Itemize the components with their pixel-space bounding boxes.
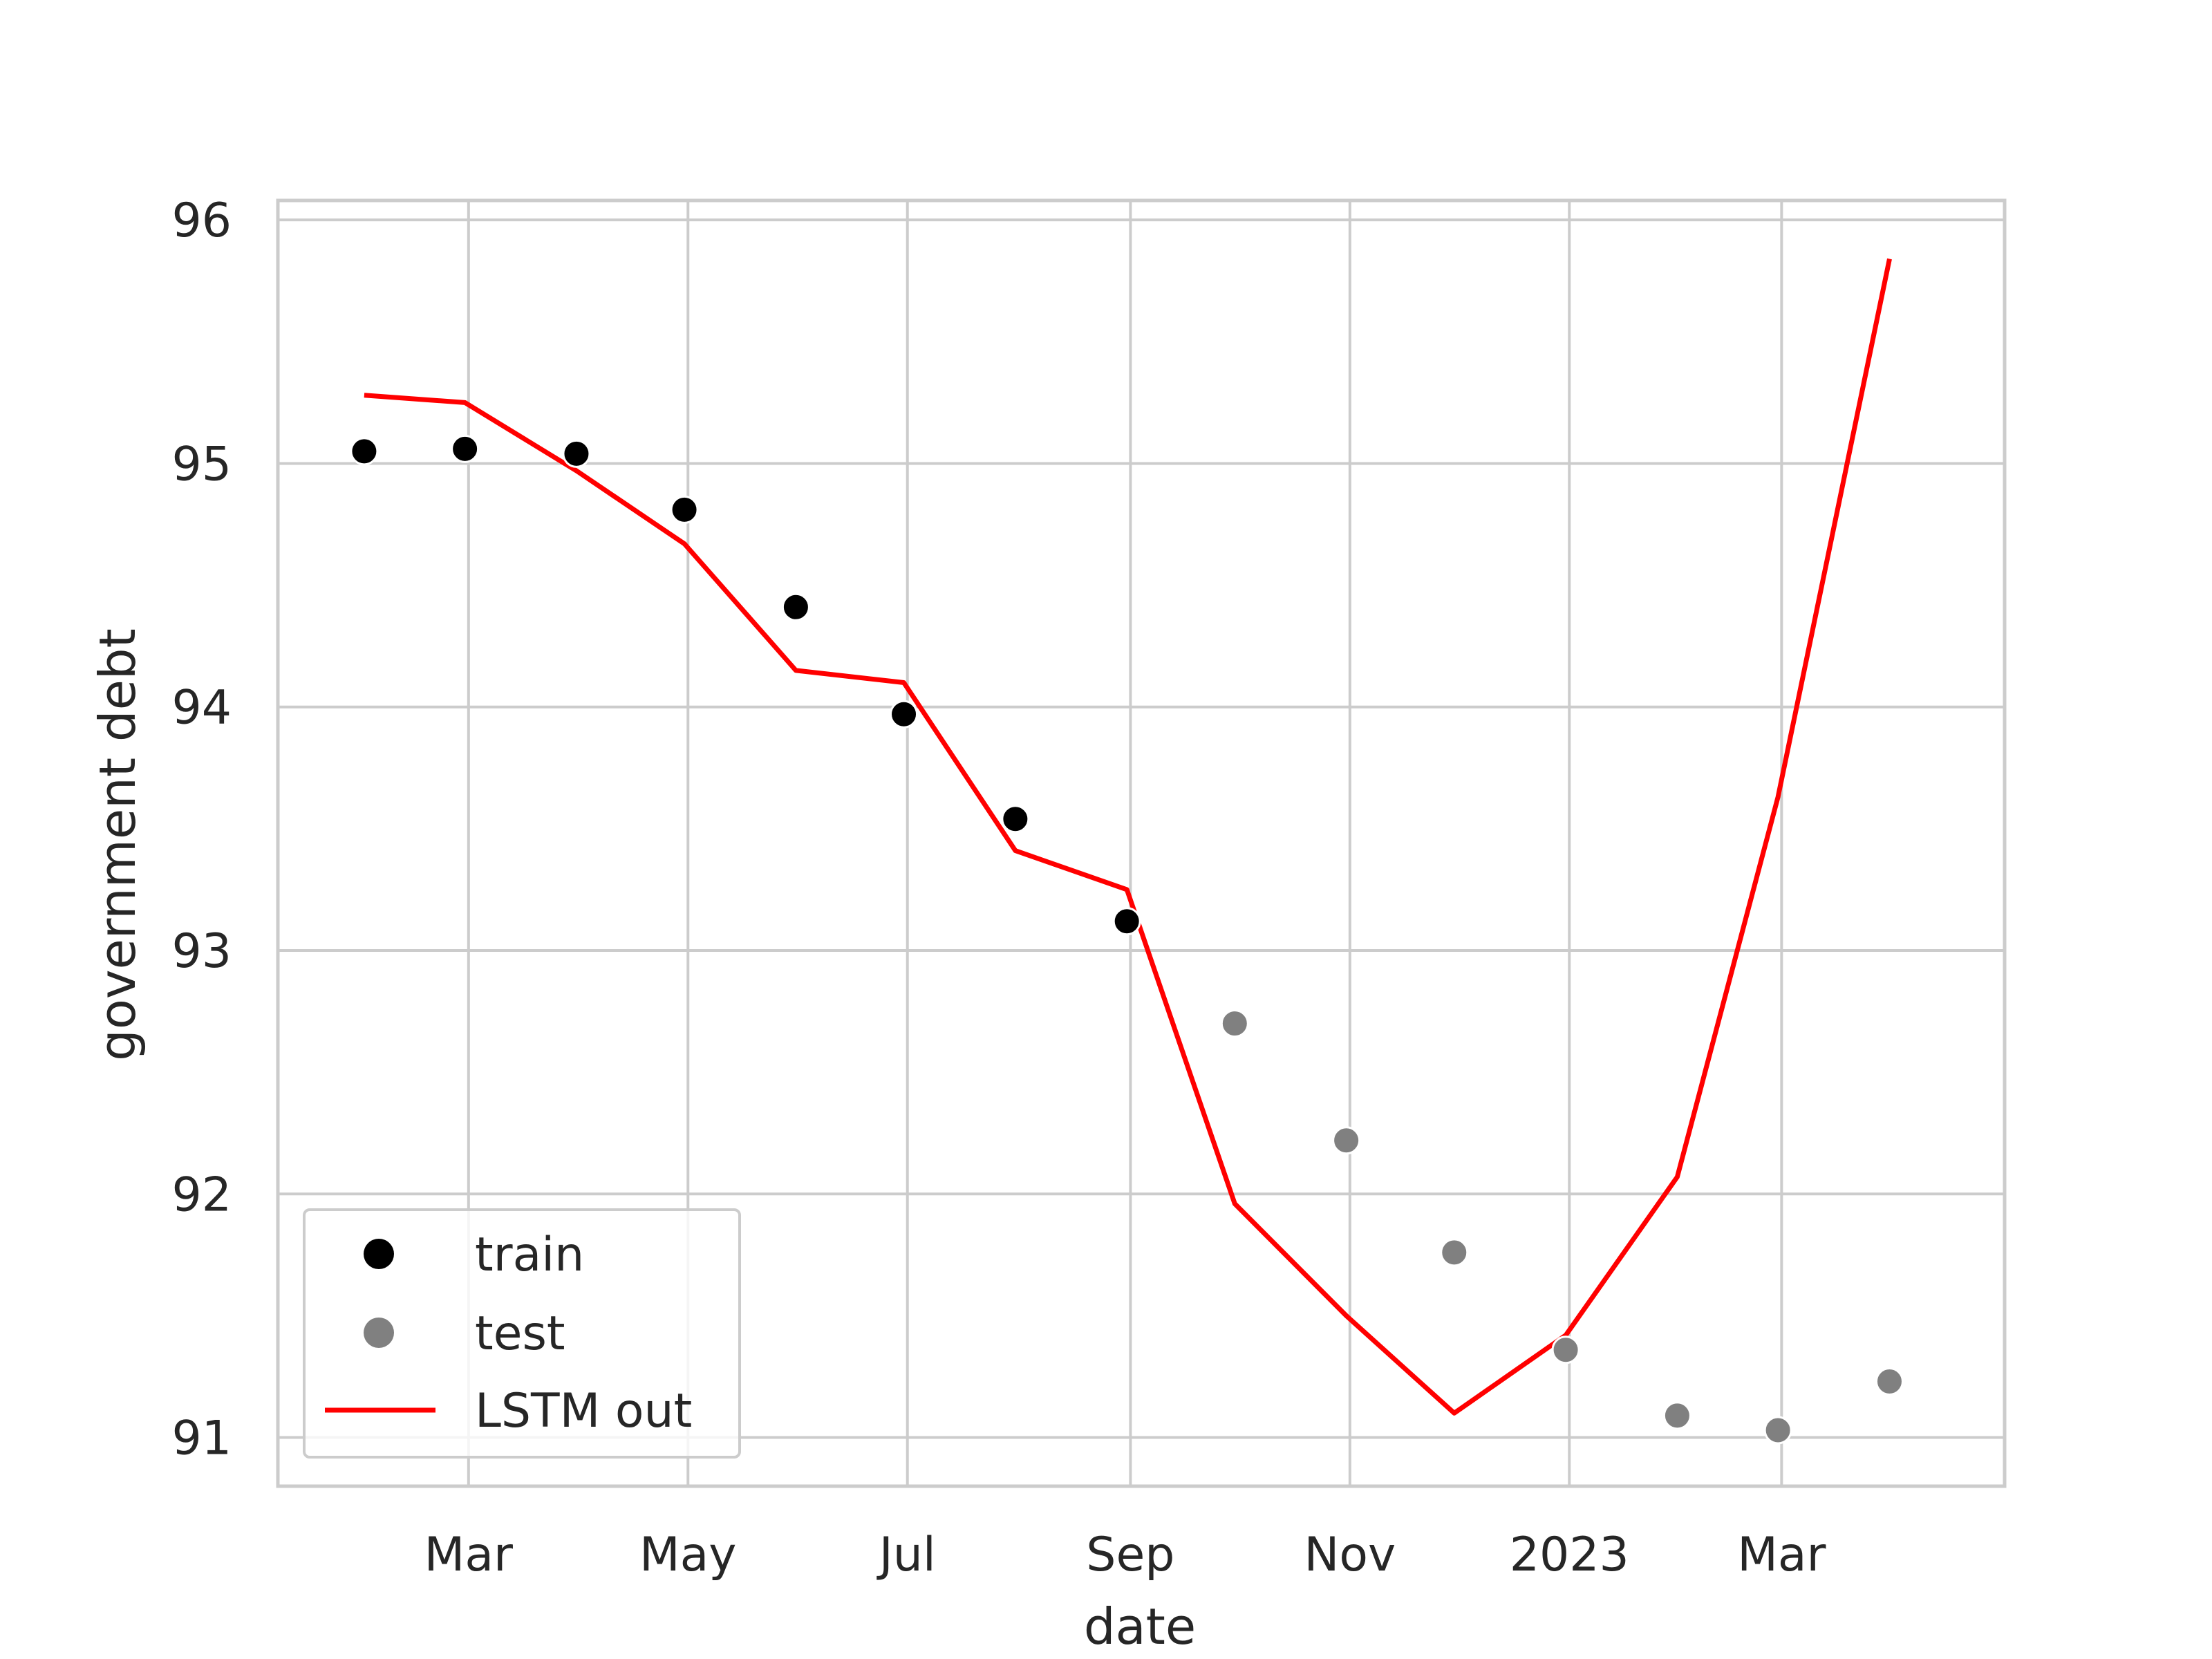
test-point xyxy=(1332,1126,1361,1155)
y-axis-title: government debt xyxy=(88,628,147,1061)
test-point xyxy=(1220,1009,1249,1038)
test-point xyxy=(1662,1401,1691,1430)
legend-box xyxy=(303,1208,741,1459)
train-point xyxy=(1001,805,1030,834)
y-tick-label: 93 xyxy=(171,924,232,979)
train-point xyxy=(890,700,919,729)
legend-label-test: test xyxy=(475,1306,565,1361)
plot-border xyxy=(276,198,2007,1488)
legend-marker-test xyxy=(364,1318,394,1348)
train-point xyxy=(781,592,810,621)
test-point xyxy=(1551,1335,1580,1365)
x-tick-label: Mar xyxy=(1737,1528,1826,1582)
train-point xyxy=(350,437,379,466)
legend-marker-train xyxy=(364,1239,394,1269)
x-tick-label: 2023 xyxy=(1510,1528,1629,1582)
x-tick-label: Nov xyxy=(1304,1528,1396,1582)
x-tick-label: Jul xyxy=(877,1528,936,1582)
test-point xyxy=(1763,1416,1792,1445)
train-point xyxy=(451,434,480,463)
x-tick-label: Sep xyxy=(1086,1528,1174,1582)
test-point xyxy=(1875,1367,1904,1396)
y-tick-label: 94 xyxy=(171,681,232,735)
x-axis-title: date xyxy=(1084,1597,1196,1656)
x-tick-label: Mar xyxy=(424,1528,513,1582)
data-layer xyxy=(350,258,1904,1445)
y-tick-label: 92 xyxy=(171,1168,232,1222)
plot-frame xyxy=(276,198,2007,1488)
legend: train test LSTM out xyxy=(303,1208,741,1459)
y-tick-label: 91 xyxy=(171,1412,232,1466)
y-tick-label: 95 xyxy=(171,437,232,491)
train-point xyxy=(1112,907,1141,936)
x-tick-label: May xyxy=(639,1528,737,1582)
train-point xyxy=(562,439,591,468)
train-point xyxy=(670,495,699,524)
test-point xyxy=(1440,1238,1469,1267)
lstm-out-line xyxy=(364,258,1892,1416)
tick-labels: Mar May Jul Sep Nov 2023 Mar 91 92 93 94 95 96 xyxy=(171,194,1826,1582)
y-tick-label: 96 xyxy=(171,194,232,248)
legend-label-train: train xyxy=(475,1228,584,1282)
legend-label-lstm-out: LSTM out xyxy=(475,1384,692,1438)
